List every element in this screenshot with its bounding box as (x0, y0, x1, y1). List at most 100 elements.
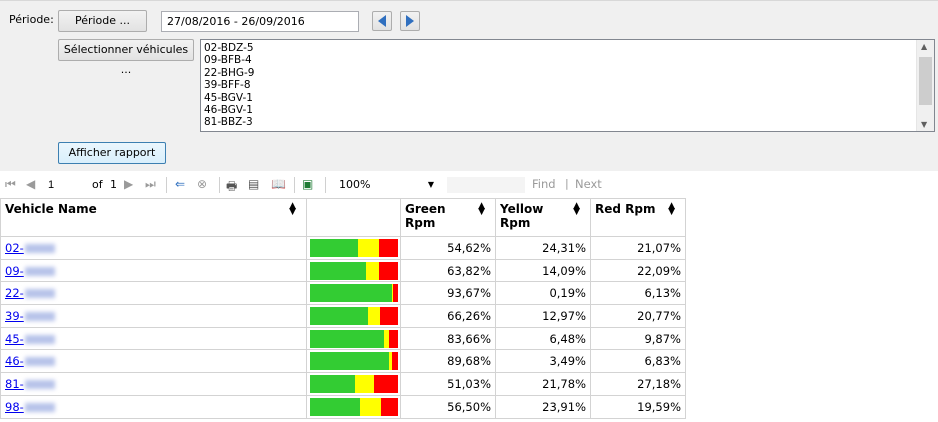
red-segment (391, 352, 398, 371)
green-rpm-cell: 93,67% (400, 281, 496, 306)
vehicle-list-item[interactable]: 46-BGV-1 (204, 104, 253, 117)
vehicle-link[interactable]: 46- (5, 354, 24, 369)
yellow-segment (354, 374, 375, 393)
green-segment (310, 397, 360, 416)
sort-icon[interactable]: ▲ ▼ (478, 201, 485, 217)
zoom-select[interactable]: 100% ▼ (334, 176, 438, 194)
back-icon[interactable]: ⇐ (175, 177, 186, 191)
vehicle-link[interactable]: 45- (5, 331, 24, 346)
export-excel-icon[interactable]: ▣ (302, 177, 314, 191)
vehicle-list-item[interactable]: 45-BGV-1 (204, 91, 253, 104)
table-row: 98- 56,50% 23,91% 19,59% (0, 394, 686, 419)
print-layout-icon[interactable]: ▤ (248, 177, 260, 191)
red-segment (378, 261, 398, 280)
vehicle-link[interactable]: 02- (5, 240, 24, 255)
yellow-segment (383, 329, 390, 348)
header-yellow-rpm[interactable]: Yellow Rpm ▲ ▼ (495, 198, 591, 237)
stop-icon[interactable]: ⊗ (197, 177, 208, 191)
toolbar-separator (166, 177, 167, 193)
vehicle-name-cell: 45- (0, 326, 307, 351)
page-setup-icon[interactable]: 📖 (271, 177, 286, 191)
vehicle-list-item[interactable]: 39-BFF-8 (204, 79, 251, 92)
vehicle-name-cell: 09- (0, 258, 307, 283)
page-of-label: of (92, 178, 103, 191)
vehicle-name-cell: 39- (0, 304, 307, 328)
red-rpm-cell: 21,07% (590, 236, 686, 260)
yellow-segment (366, 261, 379, 280)
rpm-bar-cell (306, 304, 401, 328)
toolbar-separator (219, 177, 220, 193)
find-input[interactable] (447, 177, 525, 193)
table-row: 45- 83,66% 6,48% 9,87% (0, 326, 686, 351)
sort-icon[interactable]: ▲ ▼ (668, 201, 675, 217)
redacted-text (24, 266, 55, 276)
rpm-stacked-bar (310, 238, 398, 257)
green-segment (310, 284, 393, 303)
vehicle-link[interactable]: 39- (5, 308, 24, 323)
show-report-button[interactable]: Afficher rapport (58, 142, 166, 164)
vehicle-list-item[interactable]: 22-BHG-9 (204, 66, 255, 79)
yellow-segment (368, 306, 380, 325)
vehicle-list-item[interactable]: 09-BFB-4 (204, 54, 252, 67)
scroll-up-icon[interactable]: ▲ (921, 42, 928, 51)
page-total-label: 1 (110, 178, 117, 191)
previous-period-button[interactable] (372, 11, 392, 31)
find-separator: | (565, 177, 569, 190)
green-segment (310, 238, 359, 257)
next-link[interactable]: Next (575, 177, 602, 191)
periode-field[interactable]: 27/08/2016 - 26/09/2016 (161, 11, 359, 32)
toolbar-separator (325, 177, 326, 193)
red-rpm-cell: 6,83% (590, 349, 686, 374)
next-period-button[interactable] (400, 11, 420, 31)
next-page-icon[interactable]: ▶ (124, 177, 134, 191)
previous-page-icon[interactable]: ◀ (26, 177, 36, 191)
rpm-bar-cell (306, 372, 401, 396)
header-row: Vehicle Name ▲ ▼ Green Rpm ▲ ▼ Yellow Rpm ▲ ▼ … (0, 198, 686, 237)
print-icon[interactable]: 🖶 (226, 179, 238, 193)
vehicle-list-item[interactable]: 02-BDZ-5 (204, 42, 254, 54)
green-rpm-cell: 63,82% (400, 258, 496, 283)
page-number-input[interactable] (45, 176, 85, 193)
header-vehicle-name[interactable]: Vehicle Name ▲ ▼ (0, 198, 307, 237)
red-rpm-cell: 22,09% (590, 258, 686, 283)
red-segment (380, 397, 398, 416)
find-link[interactable]: Find (532, 177, 556, 191)
yellow-rpm-cell: 21,78% (495, 372, 591, 396)
redacted-text (24, 334, 55, 344)
header-green-rpm[interactable]: Green Rpm ▲ ▼ (400, 198, 496, 237)
rpm-stacked-bar (310, 374, 398, 393)
last-page-icon[interactable]: ⏭ (145, 177, 156, 191)
header-red-rpm[interactable]: Red Rpm ▲ ▼ (590, 198, 686, 237)
green-rpm-cell: 66,26% (400, 304, 496, 328)
green-rpm-cell: 89,68% (400, 349, 496, 374)
periode-button[interactable]: Période ... (58, 10, 147, 32)
vehicle-list-item[interactable]: 81-BBZ-3 (204, 116, 253, 129)
select-vehicles-button[interactable]: Sélectionner véhicules ... (58, 39, 194, 76)
rpm-bar-cell (306, 349, 401, 374)
red-segment (379, 306, 398, 325)
scroll-thumb[interactable] (919, 57, 932, 105)
rpm-stacked-bar (310, 306, 398, 325)
sort-icon[interactable]: ▲ ▼ (289, 201, 296, 217)
header-yellow-label: Yellow Rpm (500, 202, 544, 230)
redacted-text (24, 357, 55, 367)
vehicle-link[interactable]: 09- (5, 263, 24, 278)
first-page-icon[interactable]: ⏮ (5, 177, 16, 191)
vehicle-name-cell: 46- (0, 349, 307, 374)
vehicles-scrollbar[interactable]: ▲ ▼ (916, 40, 934, 131)
vehicle-link[interactable]: 22- (5, 286, 24, 301)
rpm-stacked-bar (310, 352, 398, 371)
vehicles-listbox[interactable]: 02-BDZ-5 09-BFB-4 22-BHG-9 39-BFF-8 45-BGV-1… (200, 39, 935, 132)
red-segment (374, 374, 398, 393)
red-segment (379, 238, 398, 257)
red-segment (392, 284, 398, 303)
vehicle-name-cell: 02- (0, 236, 307, 260)
table-row: 02- 54,62% 24,31% 21,07% (0, 236, 686, 260)
green-rpm-cell: 51,03% (400, 372, 496, 396)
vehicle-link[interactable]: 98- (5, 399, 24, 414)
scroll-down-icon[interactable]: ▼ (921, 120, 928, 129)
vehicle-link[interactable]: 81- (5, 376, 24, 391)
sort-icon[interactable]: ▲ ▼ (573, 201, 580, 217)
vehicle-name-cell: 98- (0, 394, 307, 419)
yellow-rpm-cell: 24,31% (495, 236, 591, 260)
